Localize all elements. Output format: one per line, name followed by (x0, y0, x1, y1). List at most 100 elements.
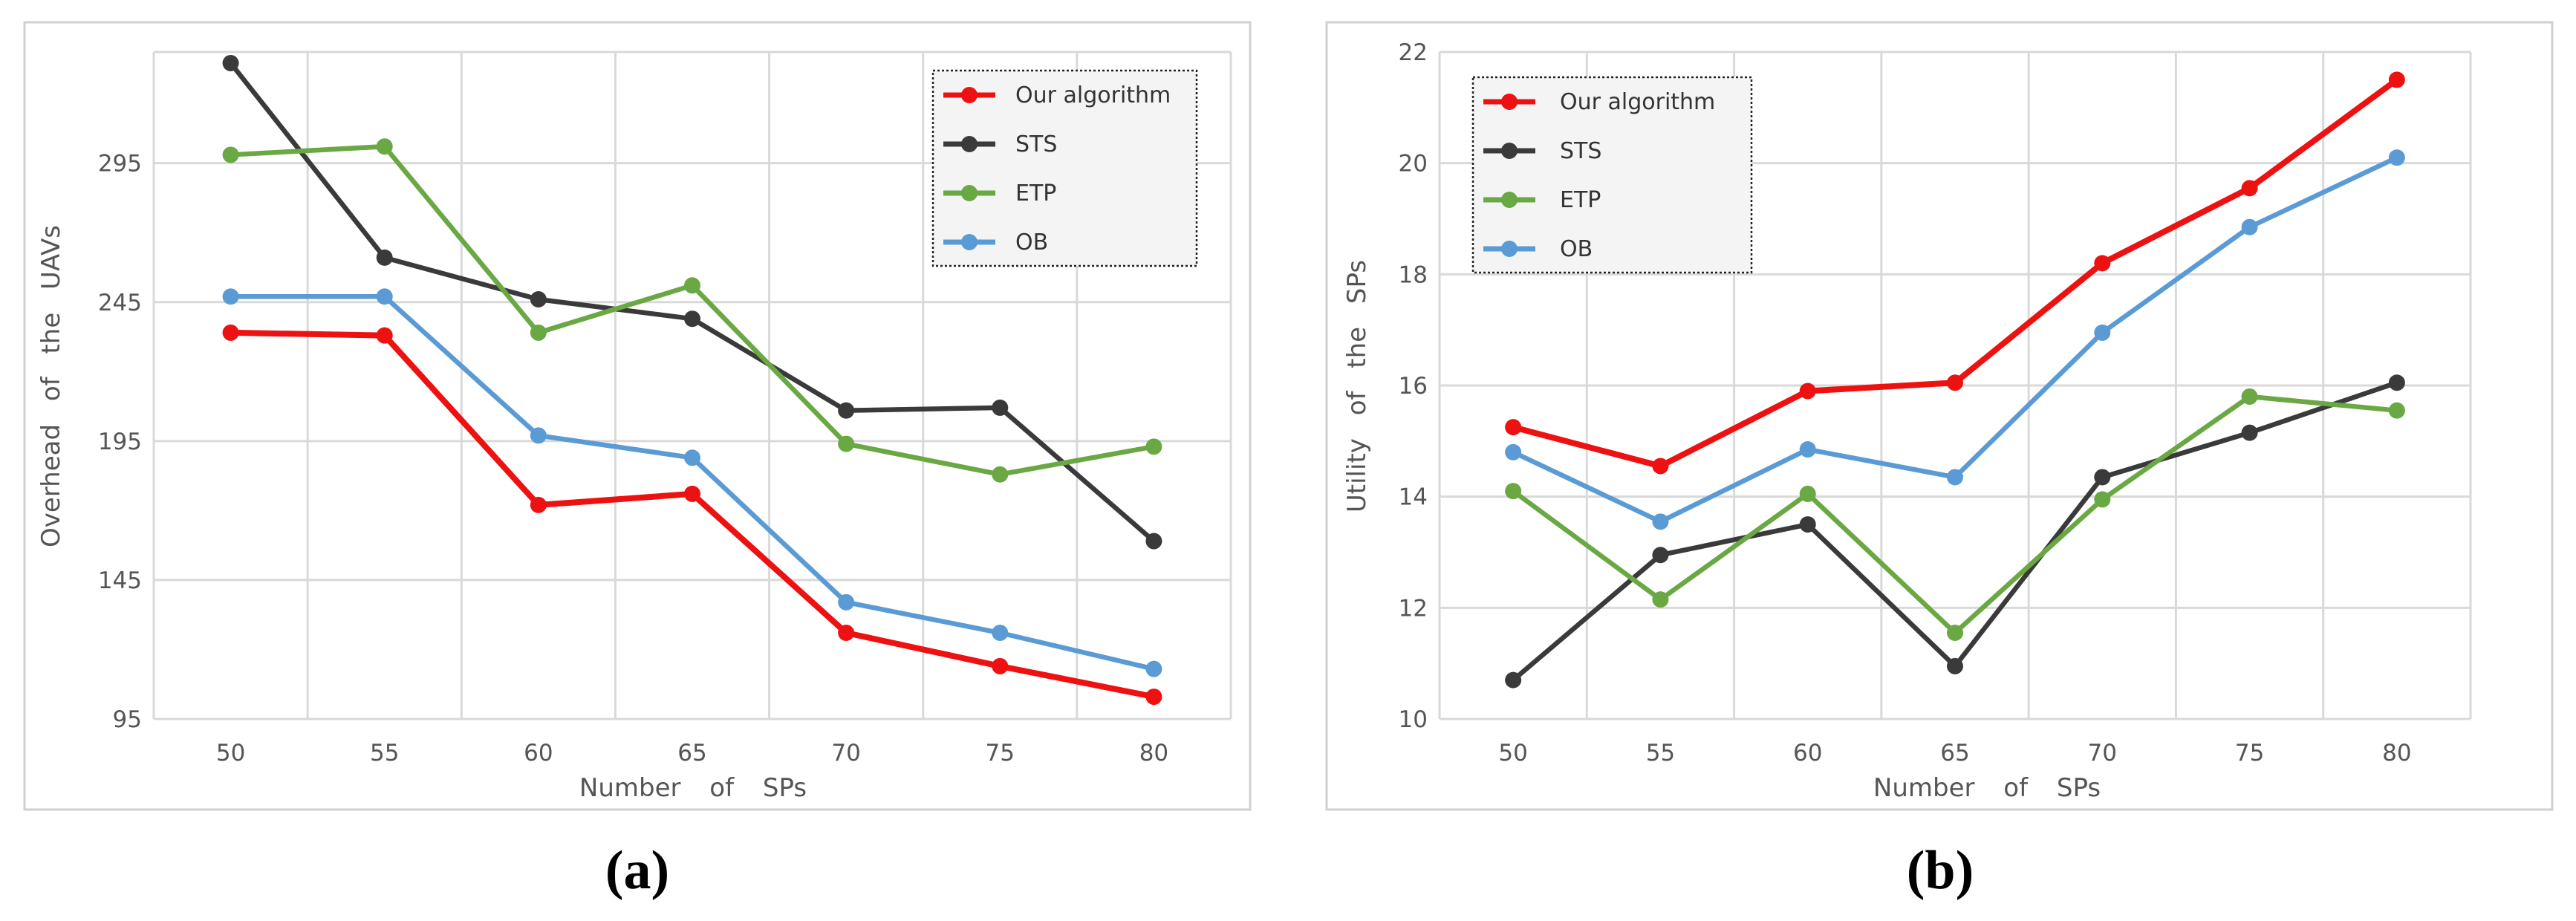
chart-a-point-etp (684, 277, 700, 294)
chart-a-point-etp (838, 435, 855, 452)
chart-b-point-sts (1799, 516, 1816, 533)
chart-b-legend-marker-etp (1501, 192, 1518, 208)
chart-b-point-etp (1947, 625, 1963, 642)
chart-a-xtick-label: 65 (677, 740, 706, 767)
chart-b-legend-box (1471, 76, 1753, 274)
chart-b-xtick-label: 60 (1793, 740, 1822, 767)
chart-b-point-ob (1799, 441, 1816, 458)
chart-b-xtick-label: 75 (2235, 740, 2264, 767)
chart-a-ytick-label: 145 (98, 567, 142, 594)
chart-a-point-ob (530, 427, 547, 444)
chart-a-xtick-label: 75 (986, 740, 1015, 767)
chart-a-ytick-label: 295 (98, 151, 142, 178)
chart-a-point-ob (838, 593, 855, 611)
chart-b-xtick-label: 80 (2382, 740, 2411, 767)
chart-b-series (1505, 71, 2405, 689)
chart-a-legend-marker-etp (961, 185, 978, 201)
chart-a-point-ob (1145, 660, 1162, 677)
chart-b-ytick-label: 12 (1399, 595, 1428, 622)
chart-b-legend-marker-sts (1501, 143, 1518, 159)
chart-a-point-sts (838, 402, 855, 419)
chart-a-point-our-algorithm (376, 327, 393, 344)
chart-b-point-ob (2094, 324, 2111, 341)
chart-a-ytick-label: 95 (113, 706, 142, 733)
chart-a-point-our-algorithm (992, 657, 1009, 674)
chart-a-point-our-algorithm (684, 485, 700, 502)
chart-a-point-sts (530, 291, 547, 308)
chart-b-point-ob (2241, 218, 2258, 235)
chart-b-ticks: 10 12 14 16 18 20 22 50 55 60 65 70 75 80 (1399, 39, 2412, 767)
chart-b-point-sts (1947, 657, 1963, 674)
chart-a-ticks: 95 145 195 245 295 50 55 60 65 70 75 80 (98, 151, 1168, 767)
chart-b-legend-label-sts: STS (1560, 138, 1601, 164)
chart-b-point-ob (1505, 443, 1522, 461)
chart-b-point-our-algorithm (1947, 374, 1963, 391)
chart-b-legend: Our algorithm STS ETP OB (1471, 76, 1753, 274)
chart-b-caption: (b) (1907, 840, 1974, 901)
chart-b-ylabel: Utility of the SPs (1342, 260, 1372, 512)
chart-b-xtick-label: 70 (2088, 740, 2117, 767)
chart-a-legend-box (931, 69, 1198, 267)
chart-a: 95 145 195 245 295 50 55 60 65 70 75 80 Number of S… (23, 21, 1252, 901)
chart-b-point-sts (2388, 374, 2405, 391)
chart-b-point-etp (2388, 402, 2405, 419)
chart-b-point-our-algorithm (2388, 71, 2405, 88)
chart-a-point-our-algorithm (530, 496, 547, 513)
chart-b-point-etp (2241, 388, 2258, 405)
chart-b-point-etp (2094, 491, 2111, 508)
chart-a-xtick-label: 55 (370, 740, 399, 767)
chart-a-caption: (a) (605, 840, 669, 901)
chart-b-xtick-label: 55 (1646, 740, 1675, 767)
chart-b-ytick-label: 16 (1399, 373, 1428, 400)
chart-b-ytick-label: 10 (1399, 706, 1428, 733)
chart-a-point-sts (1145, 533, 1162, 550)
chart-b-point-etp (1505, 483, 1522, 500)
chart-b-point-our-algorithm (2241, 180, 2258, 197)
chart-a-point-our-algorithm (838, 625, 855, 642)
chart-a-legend: Our algorithm STS ETP OB (931, 69, 1198, 267)
chart-b: 10 12 14 16 18 20 22 50 55 60 65 70 75 80 Number of S… (1325, 21, 2554, 901)
chart-b-xlabel: Number of SPs (1873, 773, 2101, 803)
chart-a-point-ob (992, 625, 1009, 642)
chart-b-point-ob (1652, 513, 1669, 530)
chart-b-point-sts (1652, 547, 1669, 564)
chart-a-ytick-label: 195 (98, 429, 142, 455)
chart-b-point-etp (1652, 591, 1669, 608)
chart-a-point-ob (684, 449, 700, 466)
chart-a-point-etp (992, 466, 1009, 483)
chart-a-point-etp (376, 138, 393, 155)
chart-a-point-etp (222, 146, 239, 163)
chart-a-legend-label-etp: ETP (1015, 180, 1056, 206)
chart-b-point-our-algorithm (1652, 458, 1669, 475)
chart-a-ytick-label: 245 (98, 290, 142, 316)
chart-b-legend-marker-our-algorithm (1501, 94, 1518, 110)
chart-b-point-ob (2388, 149, 2405, 166)
chart-a-point-our-algorithm (222, 324, 239, 341)
chart-a-legend-marker-ob (961, 234, 978, 250)
chart-a-series (222, 54, 1162, 706)
chart-a-legend-marker-sts (961, 136, 978, 152)
chart-b-ytick-label: 20 (1399, 151, 1428, 178)
chart-a-point-etp (530, 324, 547, 341)
chart-b-point-our-algorithm (1799, 383, 1816, 400)
chart-b-ytick-label: 14 (1399, 484, 1428, 511)
chart-a-xtick-label: 70 (831, 740, 860, 767)
chart-a-legend-label-our-algorithm: Our algorithm (1015, 82, 1171, 108)
chart-b-point-sts (2241, 424, 2258, 441)
chart-a-xtick-label: 60 (524, 740, 553, 767)
chart-b-ytick-label: 22 (1399, 39, 1428, 66)
chart-b-point-sts (1505, 671, 1522, 689)
chart-a-legend-label-ob: OB (1015, 230, 1048, 256)
chart-b-legend-label-our-algorithm: Our algorithm (1560, 89, 1715, 115)
chart-b-legend-label-ob: OB (1560, 236, 1593, 262)
chart-b-xtick-label: 65 (1940, 740, 1969, 767)
chart-a-legend-label-sts: STS (1015, 131, 1057, 157)
chart-a-point-sts (684, 310, 700, 328)
chart-b-xtick-label: 50 (1498, 740, 1527, 767)
chart-a-point-sts (376, 249, 393, 266)
chart-a-legend-marker-our-algorithm (961, 87, 978, 103)
chart-a-point-etp (1145, 438, 1162, 455)
chart-a-point-sts (992, 399, 1009, 416)
chart-a-point-ob (376, 288, 393, 305)
